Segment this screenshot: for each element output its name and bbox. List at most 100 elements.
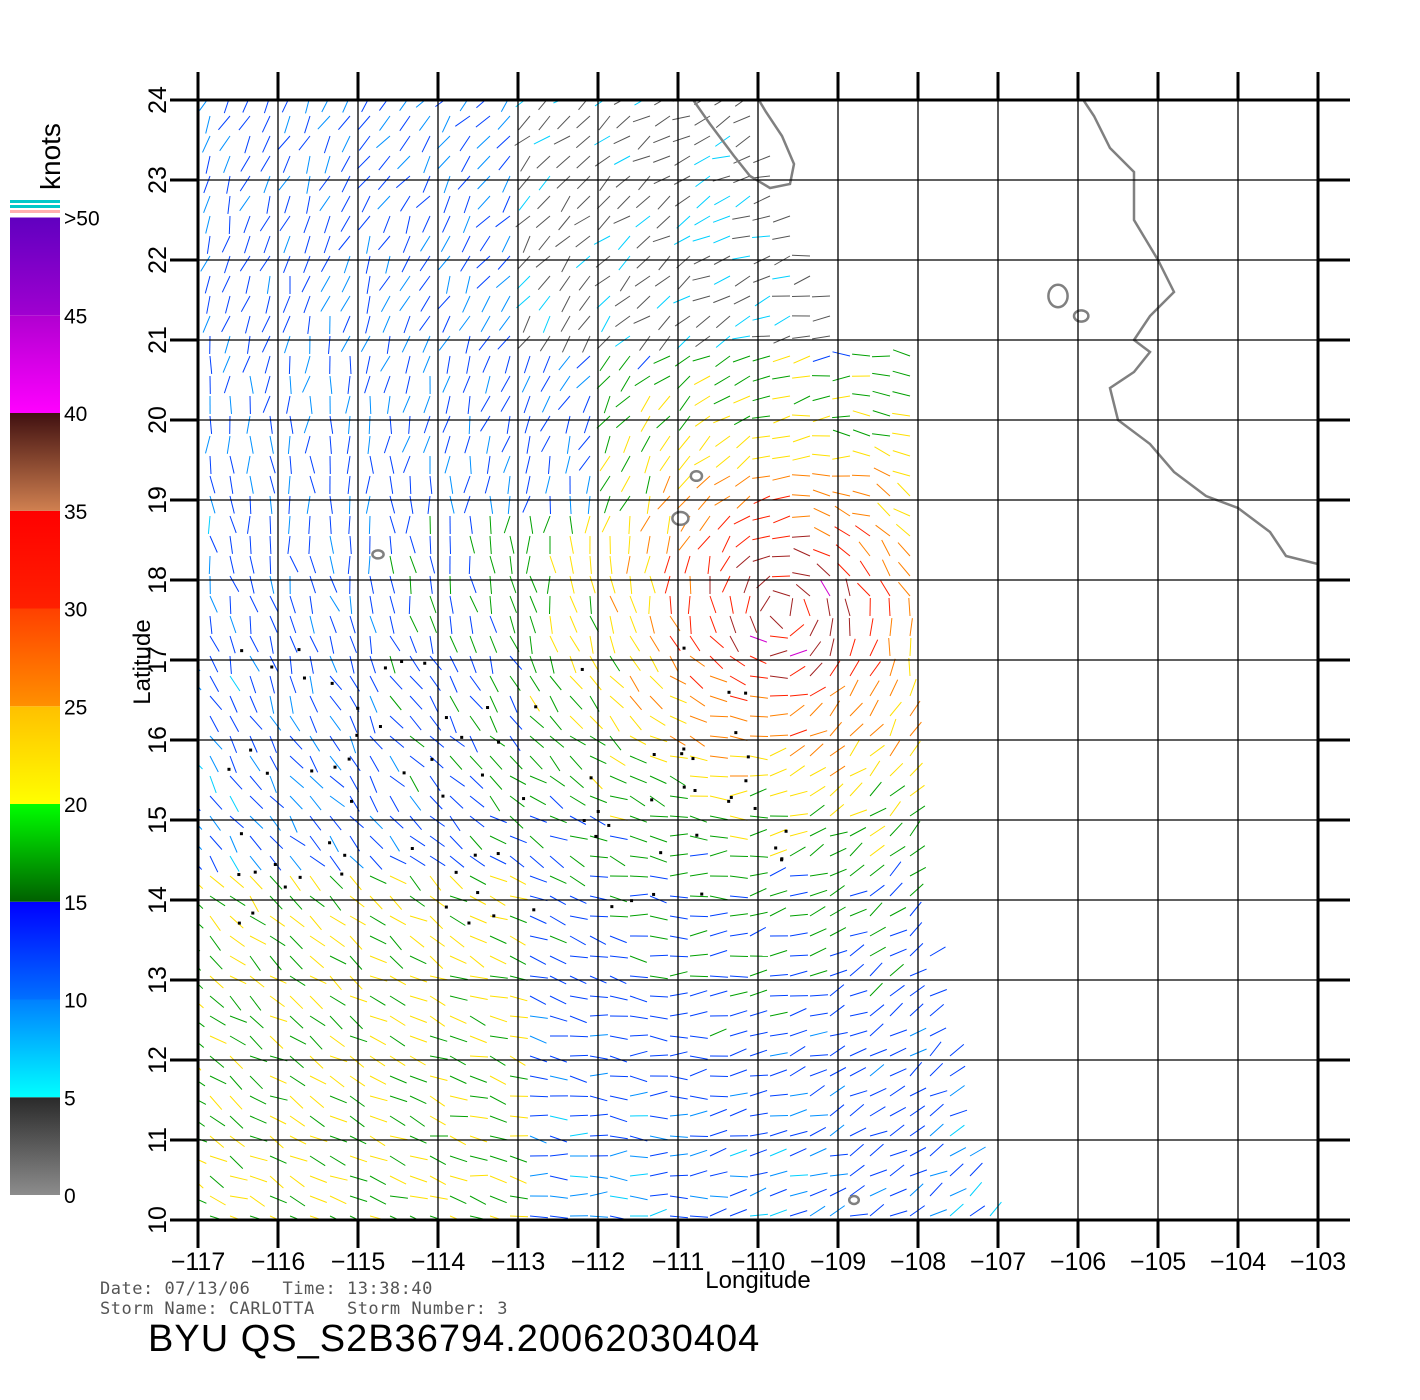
wind-barb [629,755,647,764]
wind-barb [489,1195,507,1204]
wind-barb [409,835,426,847]
wind-barb [791,414,811,417]
wind-barb [366,275,371,294]
wind-barb [576,355,591,369]
wind-barb [369,1155,388,1162]
lat-tick-label: 14 [144,886,172,914]
wind-barb [537,195,551,210]
wind-barb [469,1015,486,1026]
wind-barb [596,375,611,389]
wind-barb [809,766,827,777]
wind-barb [368,415,371,435]
wind-barb [306,155,311,174]
wind-barb [209,1055,225,1068]
wind-barb [203,175,211,194]
wind-barb [849,1067,867,1077]
wind-barb [649,1152,668,1157]
wind-barb [813,526,831,537]
wind-barb [244,235,251,254]
wind-barb [303,415,311,434]
wind-barb [529,595,538,613]
wind-barb [689,872,708,877]
wind-barb [699,435,711,451]
wind-barb [249,575,255,594]
wind-barb [529,615,536,634]
wind-barb [443,175,451,194]
wind-barb [489,715,498,733]
wind-barb [340,155,351,173]
wind-barb [239,255,251,272]
wind-barb [669,971,688,977]
rain-flag-marker [273,862,277,866]
wind-barb [329,815,342,831]
wind-barb [609,1175,628,1182]
wind-barb [709,975,729,978]
wind-barb [323,235,331,254]
wind-barb [561,295,571,313]
wind-barb [658,335,671,351]
wind-barb [793,548,811,557]
wind-barb [628,535,631,554]
wind-barb [549,1153,568,1157]
wind-barb [677,475,691,490]
wind-barb [409,1155,428,1161]
wind-barb [369,875,387,884]
wind-barb [348,515,351,535]
wind-barb [617,235,631,251]
wind-barb [489,795,501,812]
wind-barb [298,135,311,151]
wind-barb [613,135,631,145]
plot-area: −117 −116 −115 −114 −113 −112 −111 −110 −109 −108… [129,72,1350,1294]
wind-barb [389,635,401,652]
wind-barb [198,1002,204,1009]
wind-barb [732,235,751,240]
wind-barb [869,884,885,897]
wind-barb [377,195,391,210]
wind-barb [869,699,879,717]
colorbar-band [10,315,60,413]
wind-barb [469,755,483,770]
y-axis-label: Latitude [129,619,156,704]
wind-barb [729,755,749,758]
wind-barb [302,375,311,393]
wind-barb [199,100,208,111]
wind-barb [209,675,220,693]
wind-barb [198,883,204,890]
wind-barb [601,315,611,333]
wind-barb [537,275,551,291]
wind-barb [289,855,302,871]
wind-barb [793,355,811,364]
wind-barb [357,155,371,170]
wind-barb [329,895,342,911]
wind-barb [789,1148,807,1157]
wind-barb [869,1004,885,1017]
wind-barb [889,948,907,957]
wind-barb [249,855,262,871]
wind-barb [769,1052,788,1057]
wind-barb [609,695,624,709]
wind-barb [749,1112,768,1117]
date-value: 07/13/06 [164,1279,251,1299]
wind-barb [369,575,374,594]
wind-barb [249,735,258,753]
wind-barb [529,855,545,869]
wind-barb [288,515,291,534]
wind-barb [198,1080,206,1087]
wind-barb [409,795,422,811]
wind-barb [620,455,631,473]
wind-barb [732,335,751,340]
wind-barb [752,535,771,541]
rain-flag-marker [297,648,301,652]
wind-barb [869,844,885,857]
wind-barb [415,195,431,208]
wind-barb [869,639,879,657]
wind-barb [789,874,809,877]
wind-barb [329,1175,348,1181]
wind-barb [569,795,586,806]
wind-barb [812,473,831,477]
wind-barb [889,1149,908,1157]
wind-barb [897,542,911,557]
wind-barb [509,595,517,613]
wind-barb [329,1095,347,1104]
wind-barb [852,512,871,517]
